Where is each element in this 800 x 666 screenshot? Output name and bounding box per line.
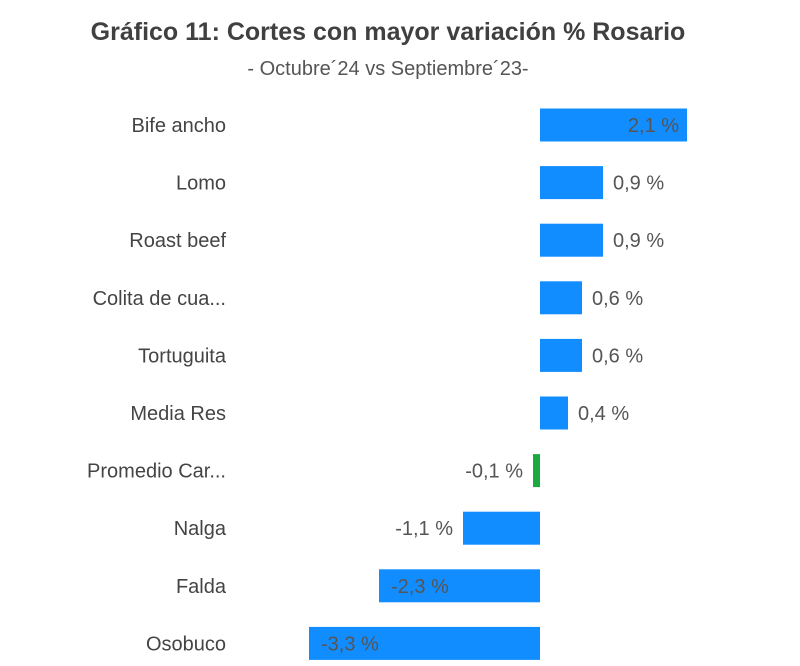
category-label: Bife ancho [131, 115, 226, 137]
chart-subtitle: - Octubre´24 vs Septiembre´23- [247, 58, 529, 80]
bar [540, 223, 603, 257]
chart-title: Gráfico 11: Cortes con mayor variación %… [90, 18, 686, 46]
category-label: Osobuco [146, 633, 226, 655]
category-label: Media Res [130, 403, 226, 425]
bar [540, 166, 603, 200]
data-label: 2,1 % [628, 115, 679, 137]
bar [540, 338, 582, 372]
data-label: 0,9 % [613, 173, 664, 195]
bar [540, 108, 687, 142]
bar [309, 626, 540, 660]
data-label: -2,3 % [391, 576, 449, 598]
bar [533, 454, 540, 488]
data-label: 0,4 % [578, 403, 629, 425]
category-label: Tortuguita [138, 345, 227, 367]
data-label: 0,6 % [592, 288, 643, 310]
category-label: Roast beef [129, 230, 226, 252]
data-label: 0,6 % [592, 345, 643, 367]
category-label: Falda [176, 576, 227, 598]
data-label: -1,1 % [395, 518, 453, 540]
data-label: 0,9 % [613, 230, 664, 252]
category-label: Nalga [174, 518, 227, 540]
category-label: Promedio Car... [87, 461, 226, 483]
data-label: -0,1 % [465, 461, 523, 483]
category-label: Lomo [176, 173, 226, 195]
bar [379, 569, 540, 603]
category-label: Colita de cua... [93, 288, 226, 310]
data-label: -3,3 % [321, 633, 379, 655]
bar [540, 396, 568, 430]
bar [540, 281, 582, 315]
bar [463, 511, 540, 545]
